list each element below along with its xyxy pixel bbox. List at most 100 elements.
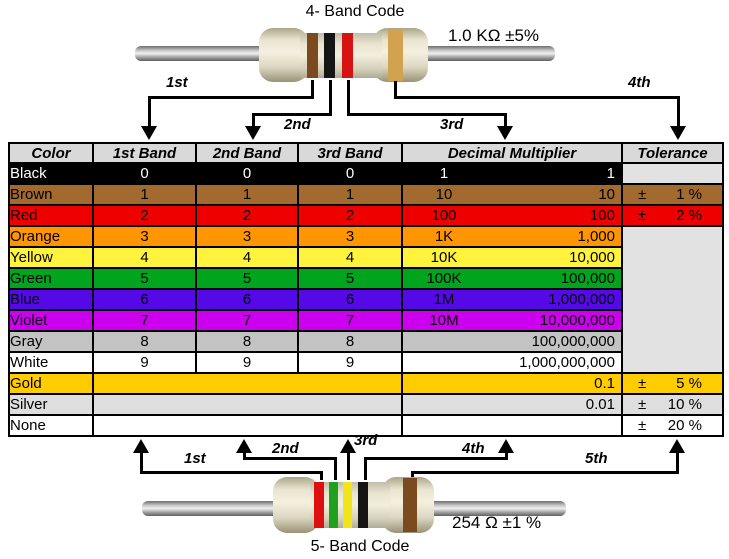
table-row: Brown 1 1 1 10 10 ±1 % [8, 183, 724, 206]
table-row: Yellow 4 4 4 10K 10,000 [8, 246, 723, 269]
multiplier-values: 10M 10,000,000 [404, 312, 620, 329]
table-row: Green 5 5 5 100K 100,000 [8, 267, 723, 290]
arrowhead-2nd-top [245, 126, 261, 140]
bottom-resistor-value-label: 254 Ω ±1 % [452, 513, 542, 532]
arrow-line [677, 98, 680, 128]
multiplier-cell: 1M 1,000,000 [401, 288, 623, 311]
bottom-band-green [329, 482, 338, 528]
bottom-arrow-label-3rd: 3rd [354, 432, 378, 449]
multiplier-cell: 0.1 [401, 372, 623, 395]
header-color: Color [8, 142, 94, 164]
band1-cell: 8 [92, 330, 197, 353]
multiplier-full-value: 10,000 [569, 249, 615, 266]
arrowhead-1st-bottom [133, 439, 149, 453]
band1-cell: 6 [92, 288, 197, 311]
table-row: Black 0 0 0 1 1 [8, 162, 724, 185]
multiplier-full-value: 0.01 [585, 396, 615, 413]
band2-cell: 3 [195, 225, 299, 248]
arrow-line [311, 80, 314, 98]
multiplier-short-value: 1M [433, 291, 455, 308]
multiplier-cell: 1K 1,000 [401, 225, 623, 248]
tolerance-values: ±20 % [624, 417, 721, 434]
tolerance-empty-cell [621, 225, 724, 374]
arrow-line [243, 450, 246, 460]
color-name-cell: White [8, 351, 94, 374]
arrow-line [348, 113, 507, 116]
top-band-brown [307, 33, 318, 78]
table-row: Gold 0.1 ±5 % [8, 372, 724, 395]
tolerance-cell: ±1 % [621, 183, 724, 206]
arrow-line [140, 471, 323, 474]
arrow-line [364, 457, 367, 480]
band1-cell: 3 [92, 225, 197, 248]
arrow-line [504, 115, 507, 128]
color-name-cell: Yellow [8, 246, 94, 269]
arrow-line [148, 96, 314, 99]
band3-cell: 6 [297, 288, 403, 311]
color-name-cell: Violet [8, 309, 94, 332]
tolerance-cell: ±2 % [621, 204, 724, 227]
top-arrow-label-1st: 1st [166, 74, 188, 91]
tolerance-value: 10 % [667, 396, 702, 413]
header-2nd-band: 2nd Band [195, 142, 299, 164]
color-name-cell: Green [8, 267, 94, 290]
bottom-band-yellow [343, 482, 352, 528]
color-name-cell: Blue [8, 288, 94, 311]
bands-merged-cell [92, 372, 403, 395]
multiplier-cell: 10K 10,000 [401, 246, 623, 269]
multiplier-short-value: 100K [426, 270, 462, 287]
five-band-title: 5- Band Code [310, 538, 410, 555]
arrow-line [347, 450, 350, 480]
arrow-line [148, 98, 151, 128]
tolerance-cell: ±5 % [621, 372, 724, 395]
band1-cell: 4 [92, 246, 197, 269]
multiplier-short-value: 1 [439, 165, 449, 182]
arrowhead-3rd-bottom [340, 439, 356, 453]
arrowhead-5th-bottom [669, 439, 685, 453]
band1-cell: 5 [92, 267, 197, 290]
band2-cell: 5 [195, 267, 299, 290]
arrow-line [394, 96, 680, 99]
band3-cell: 8 [297, 330, 403, 353]
tolerance-empty-cell [621, 162, 724, 185]
multiplier-values: 10K 10,000 [404, 249, 620, 266]
multiplier-full-value: 100 [589, 207, 615, 224]
band3-cell: 7 [297, 309, 403, 332]
header-1st-band: 1st Band [92, 142, 197, 164]
table-header-row: Color 1st Band 2nd Band 3rd Band Decimal… [8, 142, 724, 164]
band3-cell: 1 [297, 183, 403, 206]
top-band-gold [388, 29, 403, 81]
band2-cell: 1 [195, 183, 299, 206]
multiplier-values: 100K 100,000 [404, 270, 620, 287]
arrow-line [252, 113, 332, 116]
band3-cell: 4 [297, 246, 403, 269]
multiplier-values: 0.01 [404, 396, 620, 413]
color-name-cell: Black [8, 162, 94, 185]
multiplier-full-value: 100,000 [560, 270, 615, 287]
band2-cell: 4 [195, 246, 299, 269]
multiplier-full-value: 1,000,000 [548, 291, 615, 308]
color-name-cell: Gold [8, 372, 94, 395]
tolerance-value: 5 % [676, 375, 702, 392]
header-3rd-band: 3rd Band [297, 142, 403, 164]
band2-cell: 6 [195, 288, 299, 311]
multiplier-cell: 100K 100,000 [401, 267, 623, 290]
color-name-cell: Gray [8, 330, 94, 353]
multiplier-full-value: 10,000,000 [539, 312, 615, 329]
multiplier-short-value: 10 [435, 186, 453, 203]
multiplier-cell: 10M 10,000,000 [401, 309, 623, 332]
top-band-red [342, 33, 353, 78]
table-row: Violet 7 7 7 10M 10,000,000 [8, 309, 723, 332]
tolerance-sign: ± [638, 396, 647, 413]
arrowhead-2nd-bottom [236, 439, 252, 453]
band2-cell: 8 [195, 330, 299, 353]
multiplier-full-value: 1 [606, 165, 615, 182]
arrowhead-1st-top [141, 126, 157, 140]
band3-cell: 5 [297, 267, 403, 290]
top-arrow-label-4th: 4th [628, 74, 651, 91]
table-row: Orange 3 3 3 1K 1,000 [8, 225, 724, 374]
header-decimal-multiplier: Decimal Multiplier [401, 142, 623, 164]
bands-merged-cell [92, 393, 403, 416]
arrow-line [411, 471, 414, 480]
